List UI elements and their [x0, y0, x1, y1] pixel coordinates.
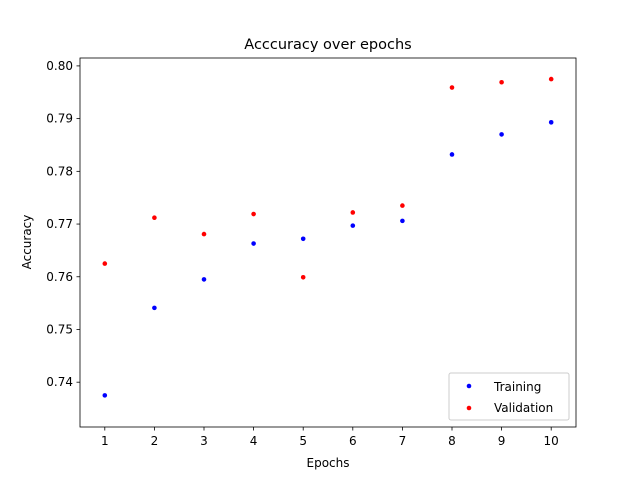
training-point [251, 241, 256, 246]
x-axis-label: Epochs [307, 456, 350, 470]
x-tick-label: 5 [299, 434, 307, 448]
y-axis-label: Accuracy [20, 215, 34, 270]
x-tick-label: 3 [200, 434, 208, 448]
x-tick-label: 7 [399, 434, 407, 448]
legend-marker-training [466, 383, 472, 389]
validation-point [201, 231, 207, 237]
x-tick-label: 6 [349, 434, 357, 448]
training-point [400, 218, 405, 224]
data-points [102, 76, 554, 398]
x-tick-label: 8 [448, 434, 456, 448]
legend-box [448, 372, 570, 421]
validation-point [548, 76, 554, 82]
training-point [102, 393, 108, 398]
x-tick-label: 9 [498, 434, 506, 448]
training-point [152, 305, 157, 311]
x-tick-label: 2 [151, 434, 159, 448]
y-tick-label: 0.78 [46, 164, 73, 178]
y-tick-label: 0.79 [46, 112, 73, 126]
training-point [449, 152, 455, 157]
training-point [499, 132, 504, 137]
y-tick-label: 0.77 [46, 217, 73, 231]
validation-point [449, 85, 455, 90]
validation-point [152, 215, 157, 221]
plot-frame [79, 57, 577, 428]
training-point [548, 120, 554, 125]
y-tick-label: 0.75 [46, 322, 73, 336]
y-tick-label: 0.74 [46, 375, 73, 389]
x-tick-label: 10 [544, 434, 559, 448]
y-axis-ticks: 0.74 0.75 0.76 0.77 0.78 0.79 0.80 [46, 59, 80, 389]
x-tick-label: 4 [250, 434, 258, 448]
training-point [300, 236, 306, 242]
chart-title: Acccuracy over epochs [244, 37, 411, 53]
validation-point [102, 261, 108, 266]
training-point [350, 223, 356, 228]
x-axis-ticks: 1 2 3 4 5 6 7 8 9 10 [101, 427, 559, 448]
training-point [201, 277, 207, 282]
validation-point [350, 210, 356, 215]
legend-label-training: Training [493, 380, 541, 394]
validation-point [300, 274, 306, 280]
y-tick-label: 0.80 [46, 59, 73, 73]
legend-marker-validation [466, 405, 472, 411]
legend-label-validation: Validation [494, 401, 553, 415]
validation-point [251, 211, 256, 217]
x-tick-label: 1 [101, 434, 109, 448]
validation-point [499, 79, 504, 85]
validation-point [400, 203, 405, 208]
legend: Training Validation [448, 372, 570, 421]
y-tick-label: 0.76 [46, 270, 73, 284]
